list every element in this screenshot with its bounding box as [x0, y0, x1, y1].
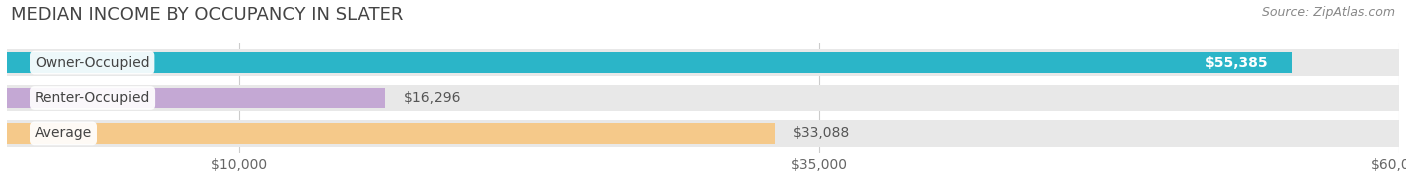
Text: Renter-Occupied: Renter-Occupied — [35, 91, 150, 105]
Text: MEDIAN INCOME BY OCCUPANCY IN SLATER: MEDIAN INCOME BY OCCUPANCY IN SLATER — [11, 6, 404, 24]
Text: Average: Average — [35, 126, 93, 140]
Bar — [7, 52, 1292, 73]
Text: $33,088: $33,088 — [793, 126, 851, 140]
Text: $55,385: $55,385 — [1205, 56, 1268, 70]
Text: Source: ZipAtlas.com: Source: ZipAtlas.com — [1261, 6, 1395, 19]
Bar — [7, 49, 1399, 76]
Bar — [7, 88, 385, 108]
Text: $16,296: $16,296 — [404, 91, 461, 105]
Bar — [7, 123, 775, 144]
Bar — [7, 120, 1399, 147]
Text: Owner-Occupied: Owner-Occupied — [35, 56, 149, 70]
Bar — [7, 85, 1399, 111]
